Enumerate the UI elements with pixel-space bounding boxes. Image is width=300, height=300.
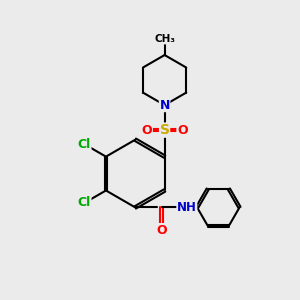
Text: NH: NH [177,201,197,214]
Text: O: O [157,224,167,237]
Text: S: S [160,123,170,137]
Text: CH₃: CH₃ [154,34,175,44]
Text: O: O [177,124,188,136]
Text: Cl: Cl [78,138,91,151]
Text: Cl: Cl [78,196,91,209]
Text: O: O [142,124,152,136]
Text: N: N [159,99,170,112]
